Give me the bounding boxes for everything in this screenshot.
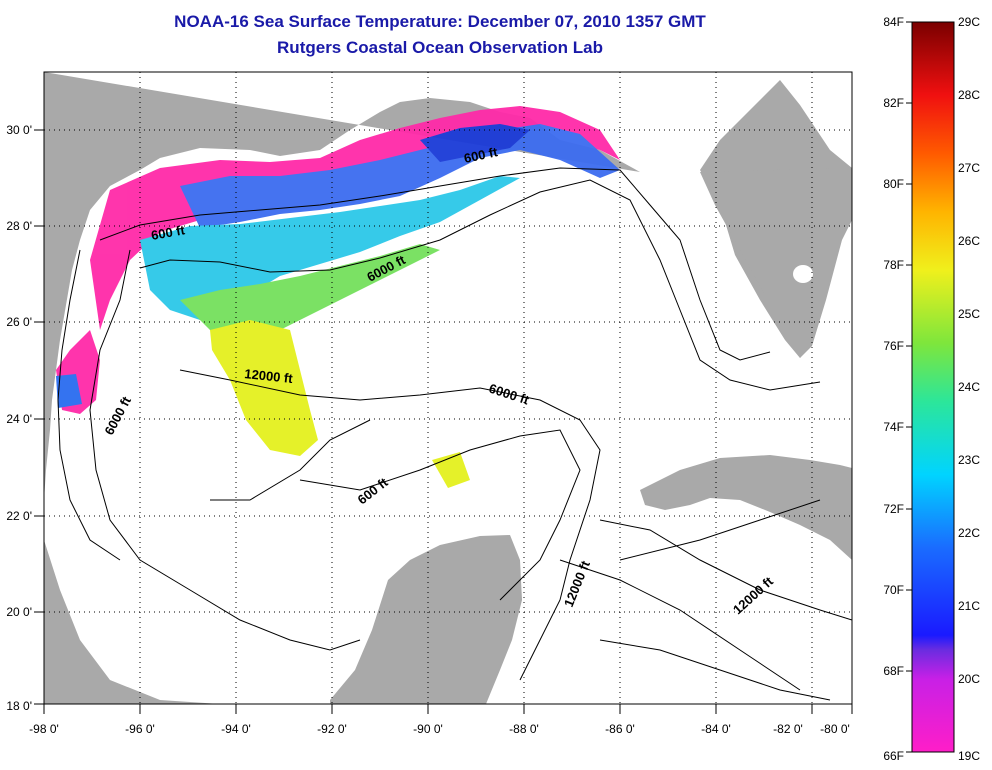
lat-label: 18 0' bbox=[6, 699, 32, 713]
colorbar-f-label: 80F bbox=[883, 177, 904, 191]
lon-label: -82 0' bbox=[773, 722, 803, 736]
colorbar-c-label: 22C bbox=[958, 526, 980, 540]
colorbar-f-label: 76F bbox=[883, 339, 904, 353]
colorbar-c-label: 28C bbox=[958, 88, 980, 102]
colorbar-c-label: 24C bbox=[958, 380, 980, 394]
colorbar-f-label: 72F bbox=[883, 502, 904, 516]
colorbar-c-label: 25C bbox=[958, 307, 980, 321]
lon-label: -86 0' bbox=[605, 722, 635, 736]
colorbar-c-label: 23C bbox=[958, 453, 980, 467]
lat-label: 28 0' bbox=[6, 219, 32, 233]
colorbar-c-label: 20C bbox=[958, 672, 980, 686]
colorbar-c-label: 26C bbox=[958, 234, 980, 248]
land-florida bbox=[700, 168, 852, 358]
lat-label: 22 0' bbox=[6, 509, 32, 523]
colorbar-c-label: 29C bbox=[958, 15, 980, 29]
map-frame bbox=[43, 71, 853, 705]
lon-label: -90 0' bbox=[413, 722, 443, 736]
lat-lon-grid bbox=[44, 72, 852, 704]
lat-label: 20 0' bbox=[6, 605, 32, 619]
land-mexico-south bbox=[44, 540, 220, 704]
colorbar-f-label: 78F bbox=[883, 258, 904, 272]
lon-label: -88 0' bbox=[509, 722, 539, 736]
lon-label: -80 0' bbox=[820, 722, 850, 736]
colorbar-f-label: 66F bbox=[883, 749, 904, 763]
colorbar bbox=[911, 21, 955, 753]
lat-label: 24 0' bbox=[6, 412, 32, 426]
lat-label: 26 0' bbox=[6, 315, 32, 329]
lon-label: -94 0' bbox=[221, 722, 251, 736]
contour-label: 600 ft bbox=[150, 222, 187, 243]
map-title: NOAA-16 Sea Surface Temperature: Decembe… bbox=[174, 12, 706, 31]
lon-label: -98 0' bbox=[29, 722, 59, 736]
map-subtitle: Rutgers Coastal Ocean Observation Lab bbox=[277, 38, 603, 57]
sst-overlay bbox=[56, 106, 620, 488]
colorbar-f-label: 74F bbox=[883, 420, 904, 434]
colorbar-c-label: 27C bbox=[958, 161, 980, 175]
colorbar-f-label: 68F bbox=[883, 664, 904, 678]
land-us-mexico-coast bbox=[44, 72, 852, 500]
lat-label: 30 0' bbox=[6, 123, 32, 137]
colorbar-f-label: 84F bbox=[883, 15, 904, 29]
lon-label: -84 0' bbox=[701, 722, 731, 736]
colorbar-f-label: 70F bbox=[883, 583, 904, 597]
land-cuba bbox=[640, 455, 852, 560]
land-yucatan bbox=[330, 535, 522, 704]
lon-label: -92 0' bbox=[317, 722, 347, 736]
lake-okeechobee bbox=[793, 265, 813, 283]
contour-label: 600 ft bbox=[463, 144, 500, 166]
lon-label: -96 0' bbox=[125, 722, 155, 736]
colorbar-c-label: 21C bbox=[958, 599, 980, 613]
colorbar-c-label: 19C bbox=[958, 749, 980, 763]
colorbar-f-label: 82F bbox=[883, 96, 904, 110]
axis-ticks bbox=[34, 129, 853, 714]
bathymetry-contours bbox=[57, 167, 852, 701]
contour-label: 12000 ft bbox=[244, 366, 294, 386]
